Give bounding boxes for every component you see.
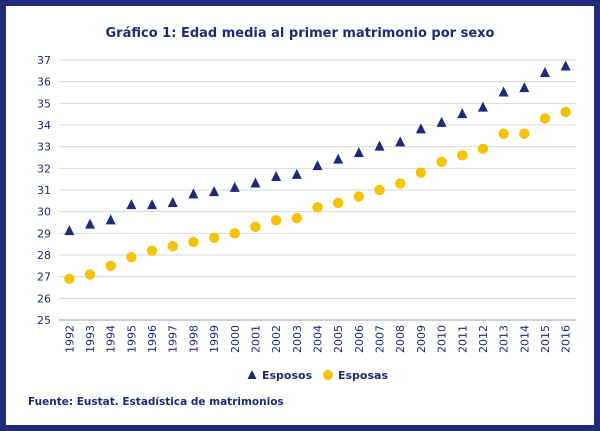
x-tick-label: 2016: [560, 325, 573, 353]
esposos-point: [436, 116, 447, 127]
esposos-point: [415, 123, 426, 134]
esposos-point: [519, 82, 530, 93]
y-tick-label: 25: [37, 314, 51, 327]
y-tick-label: 36: [37, 76, 51, 89]
esposas-point: [477, 143, 489, 155]
x-tick-label: 2002: [270, 325, 283, 353]
y-tick-label: 35: [37, 97, 51, 110]
esposas-point: [519, 128, 530, 139]
x-tick-label: 2001: [249, 325, 262, 353]
x-tick-label: 2008: [394, 325, 407, 353]
x-tick-label: 2004: [312, 325, 325, 353]
x-tick-label: 1995: [125, 325, 138, 353]
esposos-point: [126, 199, 137, 210]
y-tick-label: 29: [37, 227, 51, 240]
esposas-point: [167, 241, 178, 252]
x-tick-label: 2003: [291, 325, 304, 353]
esposos-point: [395, 136, 406, 147]
esposos-point: [477, 101, 488, 112]
esposas-point: [332, 197, 344, 209]
esposas-point: [436, 156, 447, 168]
esposos-point: [457, 108, 468, 119]
x-tick-label: 2012: [477, 325, 490, 353]
y-tick-label: 30: [37, 206, 51, 219]
x-tick-label: 2005: [332, 325, 345, 353]
esposas-point: [374, 184, 385, 196]
x-tick-label: 1994: [105, 325, 118, 353]
x-tick-label: 2010: [436, 325, 449, 353]
esposas-point: [188, 236, 199, 248]
x-tick-label: 1996: [146, 325, 159, 353]
esposas-point: [126, 251, 137, 263]
esposas-point: [457, 150, 468, 161]
y-tick-label: 34: [37, 119, 51, 132]
esposos-point: [85, 218, 96, 229]
esposos-point: [333, 153, 344, 164]
legend-label: Esposos: [262, 369, 313, 382]
y-tick-label: 27: [37, 271, 51, 284]
y-tick-label: 37: [37, 54, 51, 67]
y-tick-label: 33: [37, 141, 51, 154]
y-tick-label: 26: [37, 292, 51, 305]
esposas-point: [229, 228, 240, 239]
x-tick-label: 2013: [498, 325, 511, 353]
esposas-point: [395, 178, 406, 189]
esposos-point: [353, 147, 364, 158]
legend-triangle-marker: [247, 370, 257, 379]
esposos-point: [167, 197, 178, 207]
esposos-point: [271, 171, 282, 181]
y-tick-label: 32: [37, 162, 51, 175]
x-tick-label: 2011: [456, 325, 469, 353]
x-tick-label: 2006: [353, 325, 366, 353]
esposas-point: [291, 212, 303, 224]
esposos-point: [539, 67, 550, 77]
x-tick-label: 1997: [167, 325, 180, 353]
esposas-point: [539, 113, 551, 124]
esposas-point: [312, 202, 323, 213]
esposas-point: [84, 269, 96, 280]
esposos-point: [291, 168, 302, 179]
esposas-point: [560, 106, 571, 118]
esposas-point: [146, 245, 158, 256]
scatter-chart: 25 26 27 28 29 30 31 32 33 34 35 36 37 1992 1993 1994 19…: [37, 54, 576, 382]
x-tick-label: 1998: [187, 325, 200, 353]
esposos-point: [498, 86, 509, 97]
y-tick-label: 31: [37, 184, 51, 197]
esposas-point: [498, 128, 509, 139]
x-tick-label: 2015: [539, 325, 552, 353]
x-tick-label: 2014: [518, 325, 531, 353]
esposas-point: [64, 273, 75, 285]
x-tick-label: 1992: [63, 325, 76, 353]
esposos-point: [229, 181, 240, 192]
esposos-point: [374, 140, 385, 151]
esposos-point: [312, 160, 323, 171]
x-tick-label: 2009: [415, 325, 428, 353]
esposos-point: [209, 186, 220, 197]
x-tick-label: 1999: [208, 325, 221, 353]
esposos-point: [560, 60, 571, 71]
chart-title: Gráfico 1: Edad media al primer matrimon…: [105, 26, 495, 41]
esposas-point: [208, 232, 220, 243]
esposos-point: [147, 199, 158, 210]
x-tick-label: 2007: [374, 325, 387, 353]
esposas-point: [415, 167, 427, 178]
esposos-point: [250, 177, 261, 188]
esposas-point: [353, 191, 365, 202]
x-tick-label: 2000: [229, 325, 242, 353]
esposas-point: [270, 215, 282, 226]
esposos-point: [188, 188, 199, 199]
esposos-point: [64, 225, 75, 236]
esposos-point: [105, 214, 116, 225]
legend-circle-marker: [323, 370, 333, 380]
esposas-point: [250, 221, 261, 233]
x-tick-label: 1993: [84, 325, 97, 353]
esposas-point: [105, 260, 116, 272]
legend-label: Esposas: [338, 369, 388, 382]
source-note: Fuente: Eustat. Estadística de matrimoni…: [28, 396, 284, 408]
y-tick-label: 28: [37, 249, 51, 262]
